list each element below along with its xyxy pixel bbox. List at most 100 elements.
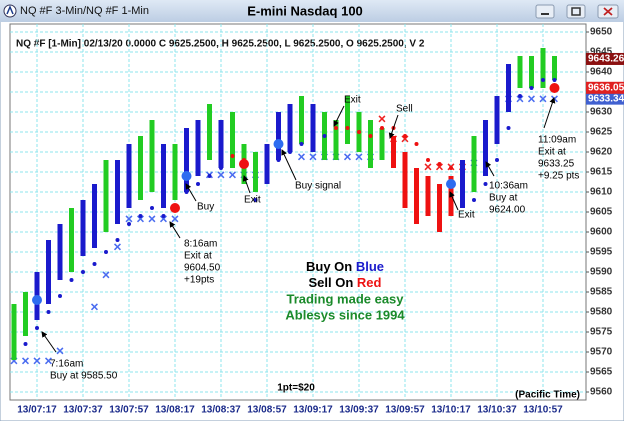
price-bar — [92, 184, 97, 248]
annotation: Sell — [396, 104, 413, 115]
x-mark: × — [378, 111, 386, 127]
app-icon-glyph — [6, 5, 14, 15]
price-bar — [414, 168, 419, 224]
x-mark: × — [136, 211, 144, 227]
price-tag — [586, 81, 624, 94]
stop-dot — [299, 142, 304, 146]
tagline: Ablesys since 1994 — [285, 307, 405, 322]
stop-dot — [196, 182, 200, 186]
stop-dot — [219, 166, 223, 170]
price-tag-label: 9636.05 — [588, 82, 624, 93]
annotation: Exit at — [184, 251, 212, 262]
annotation: 11:09am — [538, 135, 576, 146]
legend-prefix: Buy On — [306, 259, 352, 274]
price-bar — [437, 184, 442, 232]
x-mark: × — [148, 211, 156, 227]
y-tick-label: 9590 — [590, 267, 613, 278]
timezone: (Pacific Time) — [515, 390, 580, 401]
x-mark: × — [355, 149, 363, 165]
title-bar — [0, 0, 624, 22]
price-bar — [287, 104, 293, 152]
x-mark: × — [21, 353, 29, 369]
price-tag-label: 9643.26 — [588, 54, 624, 65]
maximize-glyph — [571, 7, 581, 16]
x-tick-label: 13/08:17 — [155, 405, 195, 416]
x-tick-label: 13/07:57 — [109, 405, 149, 416]
price-bar — [379, 128, 385, 160]
stop-dot — [541, 78, 545, 82]
price-bar — [195, 120, 201, 176]
x-tick-label: 13/08:37 — [201, 405, 241, 416]
stop-dot — [529, 86, 534, 90]
tagline: Trading made easy — [286, 291, 404, 306]
price-bar — [46, 240, 51, 304]
y-tick-label: 9630 — [590, 107, 613, 118]
arrow — [543, 97, 556, 129]
stop-dot — [403, 134, 407, 138]
x-tick-label: 13/09:17 — [293, 405, 333, 416]
maximize-button[interactable] — [566, 4, 586, 19]
minimize-button[interactable] — [535, 4, 555, 19]
arrow — [242, 175, 251, 194]
x-mark: × — [10, 353, 18, 369]
close-glyph — [603, 7, 613, 16]
price-bar — [310, 104, 316, 152]
signal-dot — [181, 171, 192, 181]
price-bar — [368, 120, 373, 168]
price-bar — [471, 136, 477, 192]
signal-dot — [239, 159, 249, 169]
stop-dot — [35, 326, 39, 330]
price-bar — [126, 144, 132, 208]
annotation: 10:36am — [489, 181, 528, 192]
x-mark: × — [217, 167, 225, 183]
window-buttons — [535, 4, 619, 19]
stop-dot — [518, 94, 522, 98]
stop-dot — [322, 134, 327, 138]
annotation: Exit — [244, 195, 261, 206]
y-tick-label: 9625 — [590, 127, 613, 138]
arrow — [281, 149, 297, 181]
price-bar — [115, 160, 120, 224]
annotation: +9.25 pts — [538, 171, 579, 182]
stop-dot — [334, 126, 338, 130]
annotation-arrows — [41, 97, 556, 353]
x-mark: × — [309, 149, 317, 165]
arrow — [169, 221, 181, 239]
legend-prefix: Sell On — [309, 275, 354, 290]
price-bar — [425, 176, 431, 216]
x-tick-label: 13/09:57 — [385, 405, 425, 416]
x-tick-label: 13/10:57 — [523, 405, 563, 416]
price-bar — [230, 112, 235, 168]
footnote: 1pt=$20 — [277, 383, 315, 394]
annotation: Exit — [344, 95, 361, 106]
y-tick-label: 9570 — [590, 347, 613, 358]
x-mark: × — [297, 149, 305, 165]
arrow — [449, 191, 459, 211]
price-tag-label: 9633.34 — [588, 93, 624, 104]
stop-dot — [265, 166, 269, 170]
price-bar — [149, 120, 155, 192]
annotation: Exit at — [538, 147, 566, 158]
price-bar — [11, 304, 17, 360]
x-mark: × — [159, 211, 167, 227]
stop-dot — [449, 166, 453, 170]
price-bar — [540, 48, 546, 88]
price-bar — [69, 208, 74, 272]
stop-dot — [23, 342, 28, 346]
price-bar — [57, 224, 63, 280]
price-bar — [494, 96, 500, 144]
stop-dot — [460, 174, 465, 178]
grid: 9560 9565 9570 9575 9580 9585 9590 9595 9600 9605… — [10, 24, 613, 416]
annotation: Exit — [458, 210, 475, 221]
y-tick-label: 9600 — [590, 227, 613, 238]
x-mark: × — [527, 91, 535, 107]
arrow — [485, 161, 495, 177]
stop-dot — [368, 134, 373, 138]
stop-dot — [127, 222, 131, 226]
stop-dot — [380, 126, 384, 130]
annotation: Buy — [197, 202, 214, 213]
price-bar — [517, 56, 523, 88]
stop-dot — [46, 310, 51, 314]
stop-dot — [506, 126, 511, 130]
